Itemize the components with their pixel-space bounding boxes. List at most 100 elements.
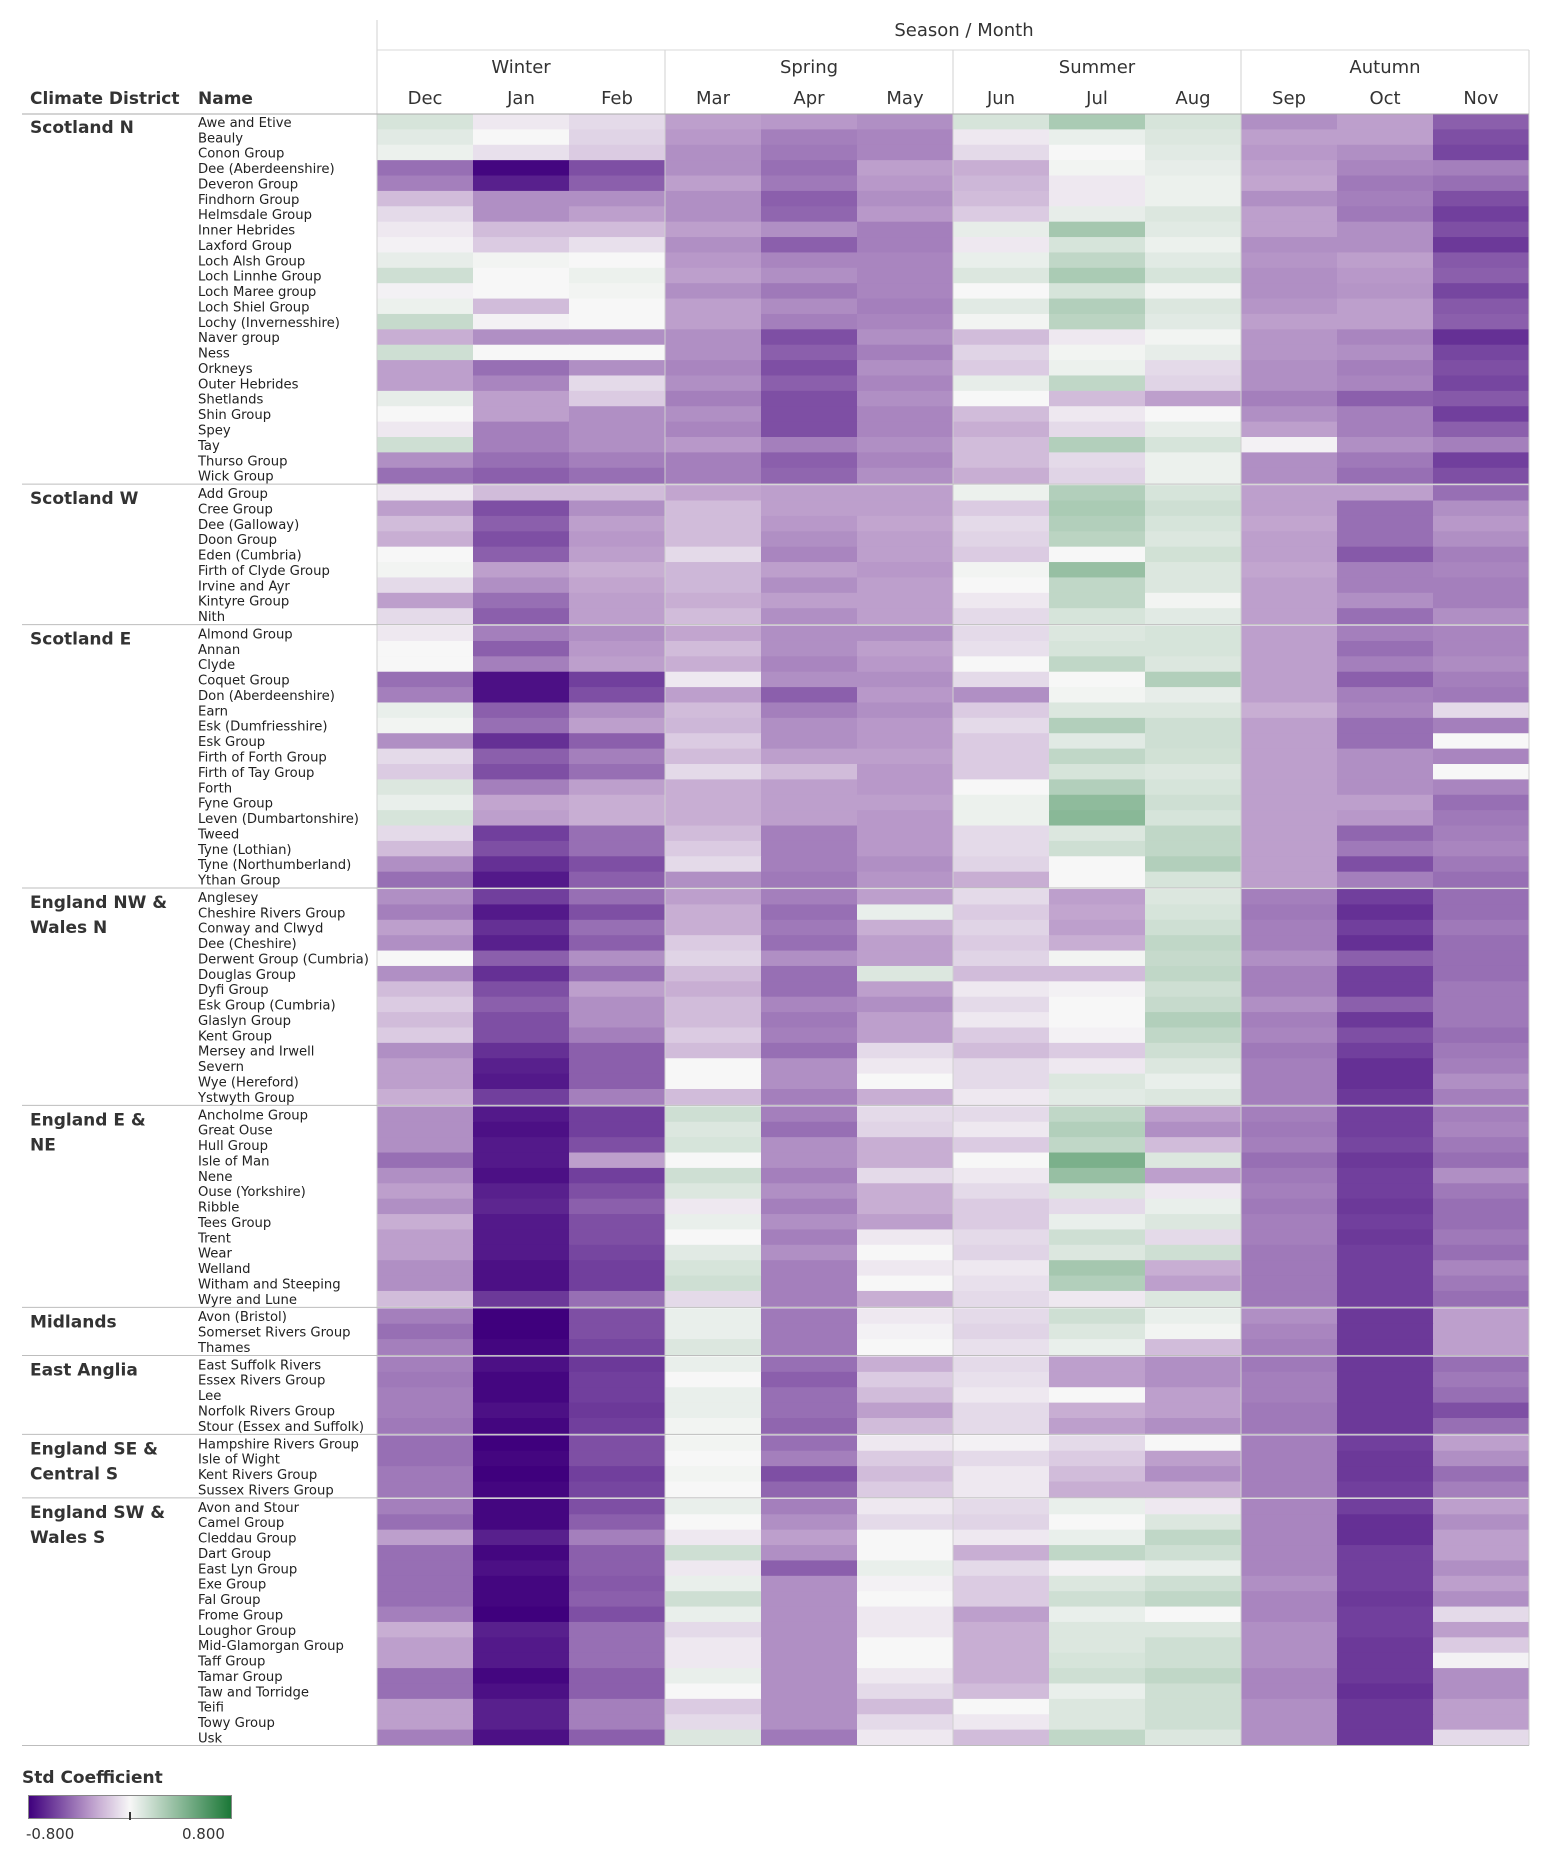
heatmap-cell bbox=[857, 329, 954, 346]
heatmap-cell bbox=[1433, 592, 1530, 609]
heatmap-cell bbox=[1049, 592, 1146, 609]
heatmap-cell bbox=[1049, 221, 1146, 238]
heatmap-cell bbox=[1337, 500, 1434, 517]
heatmap-cell bbox=[761, 114, 858, 130]
heatmap-cell bbox=[1241, 1498, 1338, 1515]
heatmap-cell bbox=[569, 764, 666, 780]
header-name: Name bbox=[198, 89, 253, 109]
heatmap-cell bbox=[377, 577, 474, 594]
heatmap-cell bbox=[857, 1714, 954, 1731]
row-label: Irvine and Ayr bbox=[198, 579, 290, 594]
heatmap-cell bbox=[377, 390, 474, 407]
heatmap-cell bbox=[857, 1652, 954, 1669]
heatmap-cell bbox=[1145, 467, 1242, 484]
heatmap-cell bbox=[1433, 1714, 1530, 1731]
heatmap-cell bbox=[761, 764, 858, 780]
heatmap-cell bbox=[1049, 1290, 1146, 1307]
heatmap-cell bbox=[569, 1435, 666, 1452]
row-label: Camel Group bbox=[198, 1516, 284, 1531]
heatmap-cell bbox=[1433, 687, 1530, 703]
heatmap-cell bbox=[1337, 1606, 1434, 1623]
heatmap-cell bbox=[665, 687, 762, 703]
heatmap-cell bbox=[1049, 1621, 1146, 1638]
row-label: Witham and Steeping bbox=[198, 1277, 341, 1292]
heatmap-cell bbox=[569, 313, 666, 330]
heatmap-cell bbox=[665, 1012, 762, 1028]
heatmap-cell bbox=[569, 1560, 666, 1577]
heatmap-cell bbox=[473, 889, 570, 905]
heatmap-cell bbox=[1433, 467, 1530, 484]
heatmap-cell bbox=[1049, 329, 1146, 346]
heatmap-cell bbox=[665, 144, 762, 161]
heatmap-cell bbox=[473, 190, 570, 207]
row-label: Wye (Hereford) bbox=[198, 1076, 299, 1091]
row-label: Kent Group bbox=[198, 1029, 272, 1044]
heatmap-cell bbox=[569, 904, 666, 921]
heatmap-cell bbox=[1433, 1183, 1530, 1200]
heatmap-cell bbox=[1433, 1729, 1530, 1746]
heatmap-cell bbox=[1049, 437, 1146, 453]
row-label: Conway and Clwyd bbox=[198, 922, 323, 937]
row-label: Ouse (Yorkshire) bbox=[198, 1185, 306, 1200]
heatmap-cell bbox=[665, 577, 762, 594]
heatmap-cell bbox=[569, 687, 666, 703]
heatmap-cell bbox=[857, 1042, 954, 1059]
heatmap-cell bbox=[1049, 1529, 1146, 1546]
heatmap-cell bbox=[569, 871, 666, 888]
heatmap-cell bbox=[473, 1089, 570, 1105]
heatmap-cell bbox=[1049, 1435, 1146, 1452]
heatmap-cell bbox=[953, 375, 1050, 392]
heatmap-cell bbox=[1337, 748, 1434, 765]
heatmap-cell bbox=[953, 656, 1050, 673]
row-label: Douglas Group bbox=[198, 968, 296, 983]
heatmap-cell bbox=[377, 1591, 474, 1608]
heatmap-cell bbox=[953, 1387, 1050, 1404]
district-label: England SE & bbox=[30, 1439, 158, 1459]
heatmap-cell bbox=[665, 1387, 762, 1404]
heatmap-cell bbox=[665, 237, 762, 253]
heatmap-cell bbox=[761, 206, 858, 223]
heatmap-cell bbox=[665, 1498, 762, 1515]
heatmap-cell bbox=[857, 237, 954, 253]
heatmap-cell bbox=[761, 467, 858, 484]
heatmap-cell bbox=[1241, 375, 1338, 392]
heatmap-cell bbox=[665, 1371, 762, 1388]
heatmap-cell bbox=[569, 794, 666, 811]
heatmap-cell bbox=[857, 1137, 954, 1154]
heatmap-cell bbox=[857, 625, 954, 642]
heatmap-cell bbox=[1049, 144, 1146, 161]
heatmap-cell bbox=[1145, 687, 1242, 703]
heatmap-cell bbox=[569, 1121, 666, 1138]
row-label: Ribble bbox=[198, 1201, 239, 1216]
heatmap-cell bbox=[953, 1244, 1050, 1261]
heatmap-cell bbox=[473, 1575, 570, 1592]
heatmap-cell bbox=[857, 1402, 954, 1419]
heatmap-cell bbox=[377, 144, 474, 161]
heatmap-cell bbox=[953, 144, 1050, 161]
row-label: Derwent Group (Cumbria) bbox=[198, 952, 369, 967]
heatmap-cell bbox=[569, 1606, 666, 1623]
heatmap-cell bbox=[473, 1229, 570, 1246]
heatmap-cell bbox=[569, 577, 666, 594]
row-label: Almond Group bbox=[198, 627, 293, 642]
heatmap-cell bbox=[953, 1481, 1050, 1498]
heatmap-cell bbox=[857, 1012, 954, 1028]
heatmap-cell bbox=[1145, 981, 1242, 998]
heatmap-cell bbox=[473, 733, 570, 750]
heatmap-cell bbox=[665, 608, 762, 625]
heatmap-cell bbox=[1241, 1229, 1338, 1246]
heatmap-cell bbox=[953, 840, 1050, 857]
heatmap-cell bbox=[1433, 421, 1530, 438]
heatmap-cell bbox=[953, 1714, 1050, 1731]
heatmap-cell bbox=[665, 390, 762, 407]
heatmap-cell bbox=[1049, 950, 1146, 967]
heatmap-cell bbox=[953, 1371, 1050, 1388]
heatmap-cell bbox=[857, 1308, 954, 1325]
row-label: Tweed bbox=[197, 827, 239, 842]
row-label: Dee (Cheshire) bbox=[198, 937, 297, 952]
heatmap-cell bbox=[665, 283, 762, 300]
heatmap-cell bbox=[569, 1152, 666, 1169]
heatmap-cell bbox=[1241, 1121, 1338, 1138]
heatmap-cell bbox=[953, 1652, 1050, 1669]
row-label: Tay bbox=[197, 439, 220, 454]
